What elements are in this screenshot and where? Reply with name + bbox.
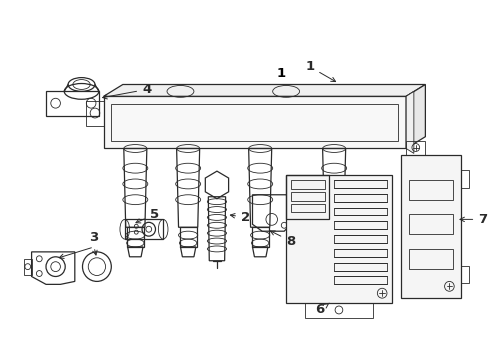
Bar <box>406 141 425 156</box>
Bar <box>290 204 324 212</box>
Bar <box>333 221 386 229</box>
Polygon shape <box>103 85 425 96</box>
Bar <box>333 235 386 243</box>
Bar <box>333 180 386 188</box>
Polygon shape <box>406 91 413 153</box>
Text: 6: 6 <box>314 303 328 316</box>
Bar <box>408 180 452 200</box>
Bar <box>460 170 468 188</box>
Bar <box>408 215 452 234</box>
Bar <box>333 208 386 215</box>
Polygon shape <box>103 96 406 148</box>
Bar <box>111 104 398 141</box>
Bar <box>333 276 386 284</box>
Text: 8: 8 <box>270 231 295 248</box>
Bar <box>333 194 386 202</box>
Bar <box>285 175 391 303</box>
Bar <box>460 266 468 283</box>
Bar <box>408 249 452 269</box>
Bar <box>333 249 386 257</box>
Text: 1: 1 <box>276 67 285 80</box>
Text: 7: 7 <box>459 213 487 226</box>
Bar <box>290 180 324 189</box>
Bar <box>290 192 324 201</box>
Polygon shape <box>406 85 425 148</box>
Text: 3: 3 <box>89 231 99 244</box>
Bar <box>124 219 163 239</box>
Bar <box>285 175 328 219</box>
Text: 2: 2 <box>230 211 249 224</box>
Bar <box>305 303 372 318</box>
Bar <box>333 263 386 271</box>
Text: 1: 1 <box>305 60 335 82</box>
Text: 5: 5 <box>136 208 159 223</box>
Text: 4: 4 <box>102 83 151 99</box>
Bar <box>401 156 460 298</box>
